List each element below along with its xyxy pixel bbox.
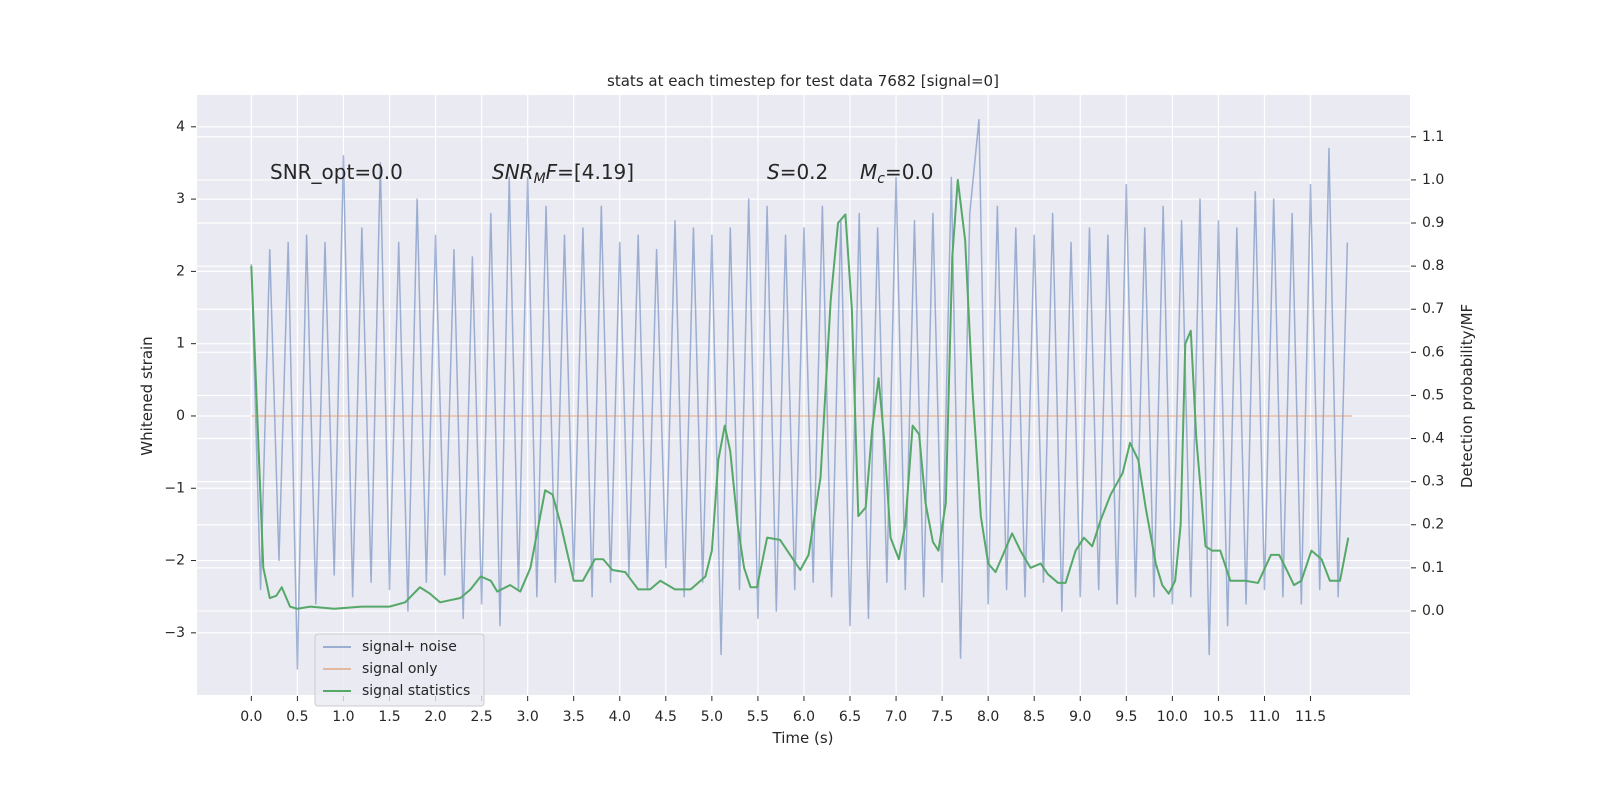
annotation-part: M xyxy=(860,160,877,184)
y2-tick-label: 0.1 xyxy=(1422,560,1444,576)
legend-label: signal only xyxy=(362,661,437,677)
annotation: S=0.2 xyxy=(767,160,828,184)
x-tick-label: 11.0 xyxy=(1249,709,1280,725)
y-tick-label: −2 xyxy=(164,553,185,569)
y2-axis-label: Detection probability/MF xyxy=(1458,304,1476,488)
x-tick-label: 3.5 xyxy=(563,709,585,725)
x-tick-label: 6.0 xyxy=(793,709,815,725)
series-line xyxy=(250,118,1349,670)
annotation-part: =0.2 xyxy=(780,160,829,184)
annotation: Mc=0.0 xyxy=(860,160,934,188)
x-tick-label: 4.5 xyxy=(655,709,677,725)
x-tick-label: 10.0 xyxy=(1157,709,1188,725)
y-tick-label: −1 xyxy=(164,480,185,496)
y2-tick-label: 0.2 xyxy=(1422,517,1444,533)
y2-tick-label: 1.1 xyxy=(1422,129,1444,145)
legend-box xyxy=(314,633,485,707)
x-axis-label: Time (s) xyxy=(772,729,834,747)
legend-label: signal+ noise xyxy=(362,639,457,655)
chart-title: stats at each timestep for test data 768… xyxy=(607,72,999,90)
annotation: SNRMF=[4.19] xyxy=(492,160,634,188)
x-tick-label: 2.0 xyxy=(424,709,446,725)
x-tick-label: 0.5 xyxy=(286,709,308,725)
y2-tick-label: 0.3 xyxy=(1422,474,1444,490)
y-tick-label: 1 xyxy=(176,336,185,352)
x-tick-label: 4.0 xyxy=(609,709,631,725)
annotation-part: =[4.19] xyxy=(557,160,634,184)
x-tick-label: 10.5 xyxy=(1203,709,1234,725)
annotation-part: M xyxy=(534,171,546,187)
y-tick-label: −3 xyxy=(164,625,185,641)
x-tick-label: 9.5 xyxy=(1115,709,1137,725)
x-tick-label: 8.0 xyxy=(977,709,999,725)
y2-tick-label: 0.6 xyxy=(1422,344,1444,360)
x-tick-label: 5.5 xyxy=(747,709,769,725)
annotation-part: S xyxy=(767,160,780,184)
y-axis-label: Whitened strain xyxy=(138,336,156,455)
series-line xyxy=(250,178,1350,610)
y-tick-label: 4 xyxy=(176,119,185,135)
y2-tick-label: 0.4 xyxy=(1422,431,1444,447)
x-tick-label: 9.0 xyxy=(1069,709,1091,725)
y-tick-label: 2 xyxy=(176,263,185,279)
x-tick-label: 7.5 xyxy=(931,709,953,725)
y2-tick-label: 0.5 xyxy=(1422,387,1444,403)
x-tick-label: 5.0 xyxy=(701,709,723,725)
y2-tick-label: 0.8 xyxy=(1422,258,1444,274)
x-tick-label: 3.0 xyxy=(517,709,539,725)
annotation-part: SNR xyxy=(492,160,534,184)
x-tick-label: 1.5 xyxy=(378,709,400,725)
x-tick-label: 8.5 xyxy=(1023,709,1045,725)
annotation-part: SNR_opt=0.0 xyxy=(270,160,403,184)
annotation-part: c xyxy=(877,171,885,187)
annotation-part: F xyxy=(546,160,558,184)
y2-tick-label: 0.9 xyxy=(1422,215,1444,231)
y-tick-label: 3 xyxy=(176,191,185,207)
annotation: SNR_opt=0.0 xyxy=(270,160,403,184)
y2-tick-label: 0.7 xyxy=(1422,301,1444,317)
y-tick-label: 0 xyxy=(176,408,185,424)
y2-tick-label: 0.0 xyxy=(1422,603,1444,619)
y2-tick-label: 1.0 xyxy=(1422,172,1444,188)
x-tick-label: 1.0 xyxy=(332,709,354,725)
x-tick-label: 2.5 xyxy=(470,709,492,725)
annotation-part: =0.0 xyxy=(885,160,934,184)
legend-label: signal statistics xyxy=(362,683,470,699)
x-tick-label: 6.5 xyxy=(839,709,861,725)
x-tick-label: 0.0 xyxy=(240,709,262,725)
x-tick-label: 7.0 xyxy=(885,709,907,725)
plot-series xyxy=(250,118,1352,670)
x-tick-label: 11.5 xyxy=(1295,709,1326,725)
